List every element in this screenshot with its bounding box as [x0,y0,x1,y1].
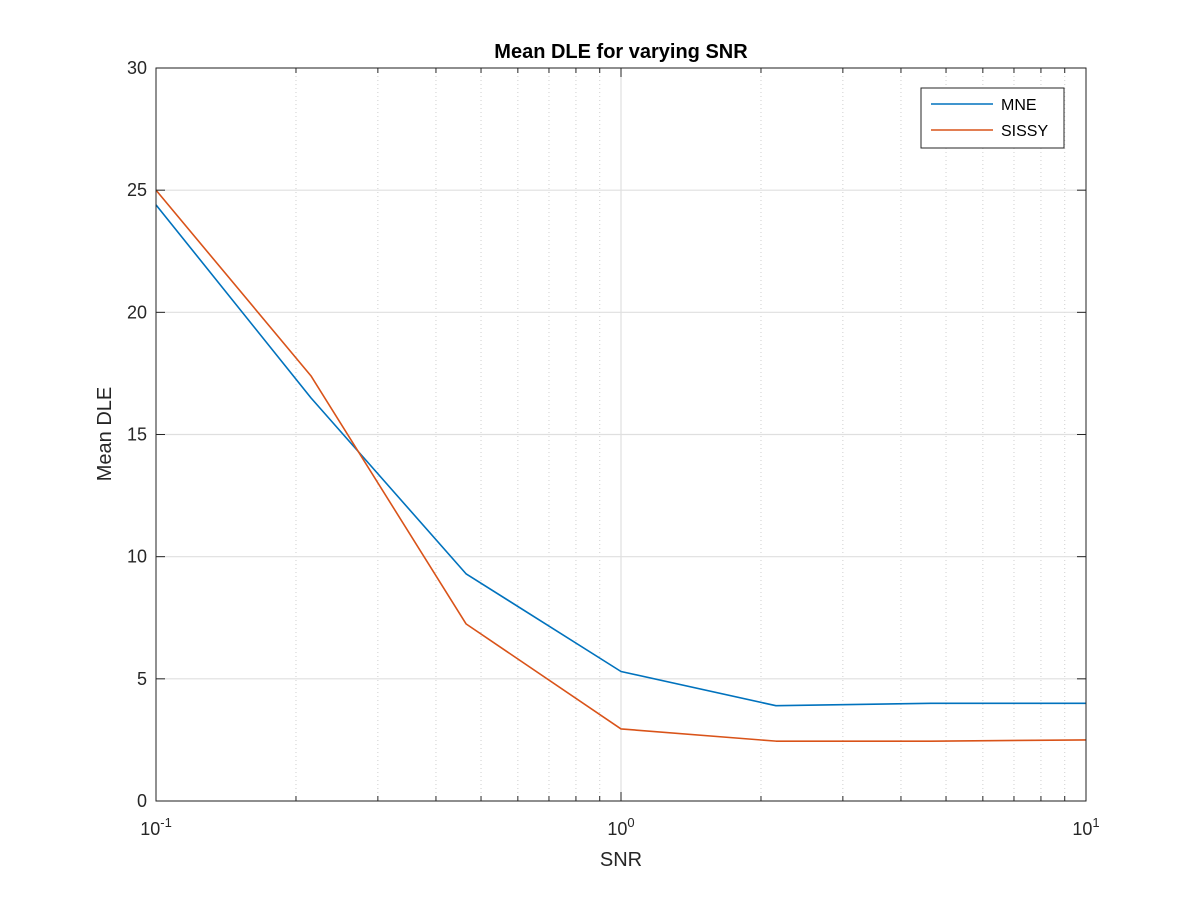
y-tick-label: 10 [127,547,147,567]
tick-labels: 0 5 10 15 20 25 30 10-1 100 101 [127,58,1100,839]
series-line-mne [155,204,1086,707]
x-tick-label: 10-1 [140,815,172,839]
y-tick-label: 15 [127,425,147,445]
legend-box [920,87,1065,149]
chart-title: Mean DLE for varying SNR [494,41,748,63]
y-tick-label: 5 [137,669,147,689]
x-tick-label: 100 [607,815,634,839]
y-tick-label: 0 [137,791,147,811]
legend-label-sissy: SISSY [1001,123,1048,140]
axes [155,67,1087,802]
x-tick-label: 101 [1072,815,1099,839]
y-tick-label: 20 [127,302,147,322]
x-axis-title: SNR [600,849,642,871]
series-lines [155,189,1087,742]
legend-label-mne: MNE [1001,97,1037,114]
legend: MNE SISSY [920,87,1065,149]
y-tick-label: 30 [127,58,147,78]
y-tick-label: 25 [127,180,147,200]
y-axis-title: Mean DLE [94,387,116,482]
series-line-sissy [155,189,1087,742]
